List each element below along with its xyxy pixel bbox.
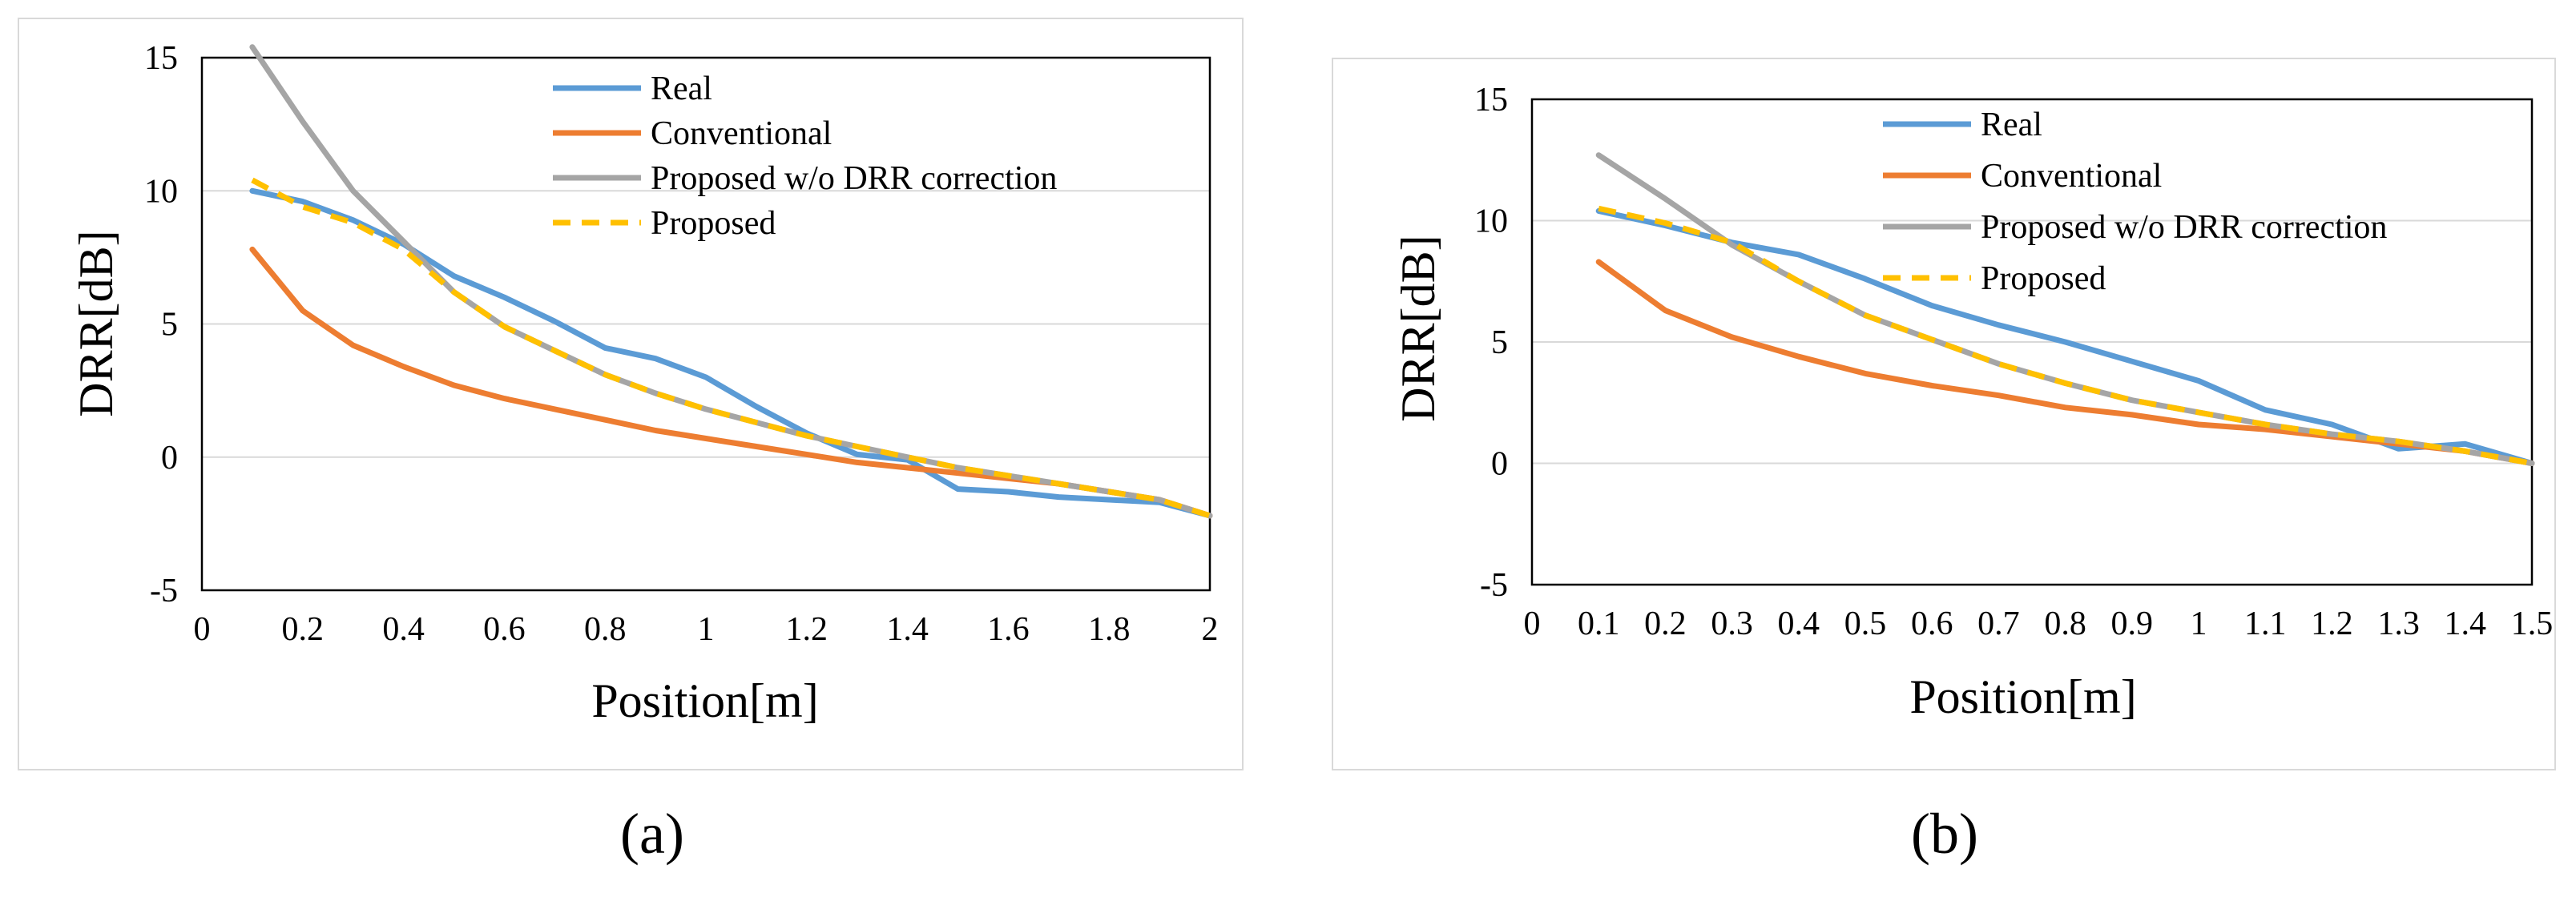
- x-tick-label-b: 1.4: [2445, 605, 2487, 642]
- panel-label-b: (b): [1911, 802, 1978, 866]
- chart-b: -5 0 5 10 15 0 0.1 0.2 0.3 0.4 0.5 0.6 0.7 0.8 0.9 1 1.1…: [1392, 82, 2554, 723]
- legend-label-proposed-w-o-drr-correction-a: Proposed w/o DRR correction: [651, 160, 1057, 197]
- legend-label-proposed-b: Proposed: [1981, 260, 2106, 297]
- x-tick-label-b: 0.7: [1977, 605, 2020, 642]
- legend-label-proposed-w-o-drr-correction-b: Proposed w/o DRR correction: [1981, 209, 2387, 246]
- series-line-proposed-b: [1598, 205, 2533, 466]
- y-tick-label-a: 10: [144, 173, 178, 210]
- x-tick-label-a: 0.6: [483, 611, 526, 648]
- y-tick-label-b: 15: [1474, 82, 1508, 119]
- x-tick-label-a: 1: [698, 611, 715, 648]
- x-tick-label-b: 1.2: [2311, 605, 2353, 642]
- legend-label-real-b: Real: [1981, 107, 2042, 143]
- x-tick-label-b: 0.2: [1644, 605, 1687, 642]
- legend-label-proposed-a: Proposed: [651, 205, 776, 242]
- y-tick-label-b: 0: [1491, 446, 1508, 483]
- x-tick-label-a: 0.4: [382, 611, 425, 648]
- y-tick-label-a: -5: [150, 573, 178, 609]
- x-tick-label-a: 2: [1202, 611, 1219, 648]
- x-tick-label-a: 0: [194, 611, 211, 648]
- legend-label-real-a: Real: [651, 70, 712, 107]
- x-tick-label-b: 1.1: [2244, 605, 2287, 642]
- x-tick-label-b: 1.3: [2377, 605, 2420, 642]
- y-tick-label-b: -5: [1480, 567, 1508, 604]
- x-tick-label-b: 0.5: [1844, 605, 1887, 642]
- series-line-proposed-w-o-drr-correction-b: [1595, 152, 2535, 466]
- x-tick-label-b: 0.1: [1578, 605, 1620, 642]
- panel-label-a: (a): [620, 802, 684, 866]
- x-tick-label-a: 1.6: [987, 611, 1030, 648]
- series-line-conventional-a: [249, 246, 1213, 519]
- y-axis-title-a: DRR[dB]: [70, 230, 123, 416]
- y-tick-label-a: 5: [161, 307, 178, 344]
- x-tick-label-b: 0.4: [1778, 605, 1820, 642]
- x-tick-label-b: 0.3: [1711, 605, 1753, 642]
- chart-a-frame: [18, 18, 1244, 770]
- legend-label-conventional-a: Conventional: [651, 115, 832, 152]
- x-tick-label-b: 0.8: [2044, 605, 2086, 642]
- plot-area-b: [1530, 98, 2534, 586]
- y-tick-label-b: 10: [1474, 203, 1508, 240]
- x-tick-label-b: 0.9: [2111, 605, 2154, 642]
- plot-area-a: [200, 56, 1211, 592]
- y-tick-label-b: 5: [1491, 324, 1508, 361]
- x-axis-title-b: Position[m]: [1909, 670, 2136, 723]
- x-axis-title-a: Position[m]: [591, 674, 818, 727]
- x-tick-label-b: 0.6: [1911, 605, 1953, 642]
- x-tick-label-b: 1: [2191, 605, 2207, 642]
- x-tick-label-a: 1.4: [886, 611, 929, 648]
- x-tick-label-a: 1.2: [786, 611, 828, 648]
- y-tick-label-a: 15: [144, 40, 178, 77]
- series-line-proposed-a: [251, 177, 1211, 519]
- y-tick-label-a: 0: [161, 440, 178, 477]
- y-axis-title-b: DRR[dB]: [1392, 235, 1445, 421]
- x-tick-label-a: 0.2: [282, 611, 325, 648]
- series-line-proposed-w-o-drr-correction-a: [249, 44, 1213, 519]
- x-tick-label-b: 1.5: [2511, 605, 2554, 642]
- x-tick-label-a: 1.8: [1088, 611, 1131, 648]
- legend-label-conventional-b: Conventional: [1981, 158, 2162, 195]
- x-tick-label-b: 0: [1524, 605, 1541, 642]
- x-tick-label-a: 0.8: [584, 611, 627, 648]
- chart-a: -5 0 5 10 15 0 0.2 0.4 0.6 0.8 1 1.2 1.4 1.6 1.8 2 Posit…: [70, 40, 1219, 727]
